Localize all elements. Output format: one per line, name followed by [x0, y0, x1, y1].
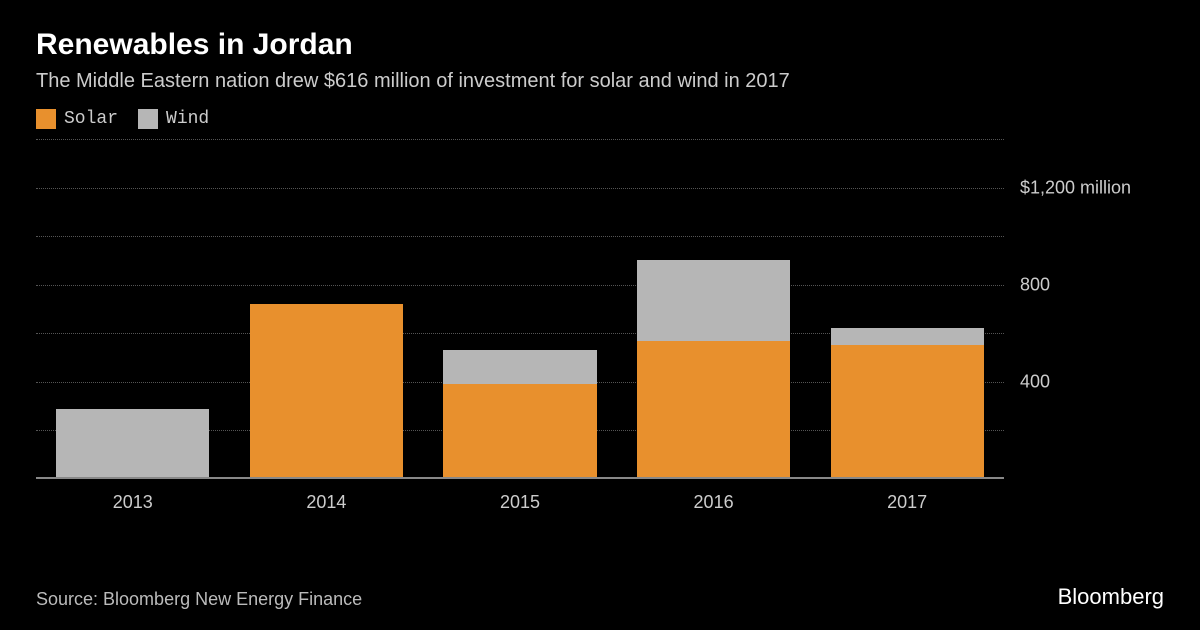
y-tick-label: $1,200 million: [1020, 177, 1131, 198]
brand-logo: Bloomberg: [1058, 584, 1164, 610]
bar-slot: [433, 139, 607, 479]
legend: Solar Wind: [36, 109, 1164, 129]
bar-slot: [626, 139, 800, 479]
bar-slot: [239, 139, 413, 479]
bar-segment: [637, 260, 790, 340]
y-tick-label: 800: [1020, 274, 1050, 295]
stacked-bar: [831, 328, 984, 479]
legend-item: Wind: [138, 109, 209, 129]
stacked-bar: [250, 304, 403, 479]
x-tick-label: 2016: [626, 492, 800, 513]
x-axis-labels: 2013 2014 2015 2016 2017: [36, 492, 1004, 513]
x-axis-baseline: [36, 477, 1004, 479]
bars-group: [36, 139, 1004, 479]
bar-segment: [443, 384, 596, 479]
stacked-bar: [637, 260, 790, 479]
legend-swatch: [36, 109, 56, 129]
bar-slot: [46, 139, 220, 479]
chart-subtitle: The Middle Eastern nation drew $616 mill…: [36, 70, 1164, 93]
legend-label: Solar: [64, 109, 118, 129]
y-axis-labels: $1,200 million 800 400: [1004, 139, 1164, 479]
bar-segment: [831, 328, 984, 345]
chart-title: Renewables in Jordan: [36, 28, 1164, 62]
x-tick-label: 2013: [46, 492, 220, 513]
y-tick-label: 400: [1020, 371, 1050, 392]
legend-swatch: [138, 109, 158, 129]
stacked-bar: [443, 350, 596, 479]
bar-segment: [831, 345, 984, 479]
legend-item: Solar: [36, 109, 118, 129]
plot-area: 20132014201520162017: [36, 139, 1004, 479]
bar-segment: [250, 304, 403, 479]
x-tick-label: 2017: [820, 492, 994, 513]
bar-segment: [637, 341, 790, 479]
bar-segment: [443, 350, 596, 384]
bar-segment: [56, 409, 209, 479]
legend-label: Wind: [166, 109, 209, 129]
chart: 20132014201520162017 $1,200 million 800 40…: [36, 139, 1164, 509]
bar-slot: [820, 139, 994, 479]
source-text: Source: Bloomberg New Energy Finance: [36, 589, 362, 610]
x-tick-label: 2014: [239, 492, 413, 513]
stacked-bar: [56, 409, 209, 479]
x-tick-label: 2015: [433, 492, 607, 513]
